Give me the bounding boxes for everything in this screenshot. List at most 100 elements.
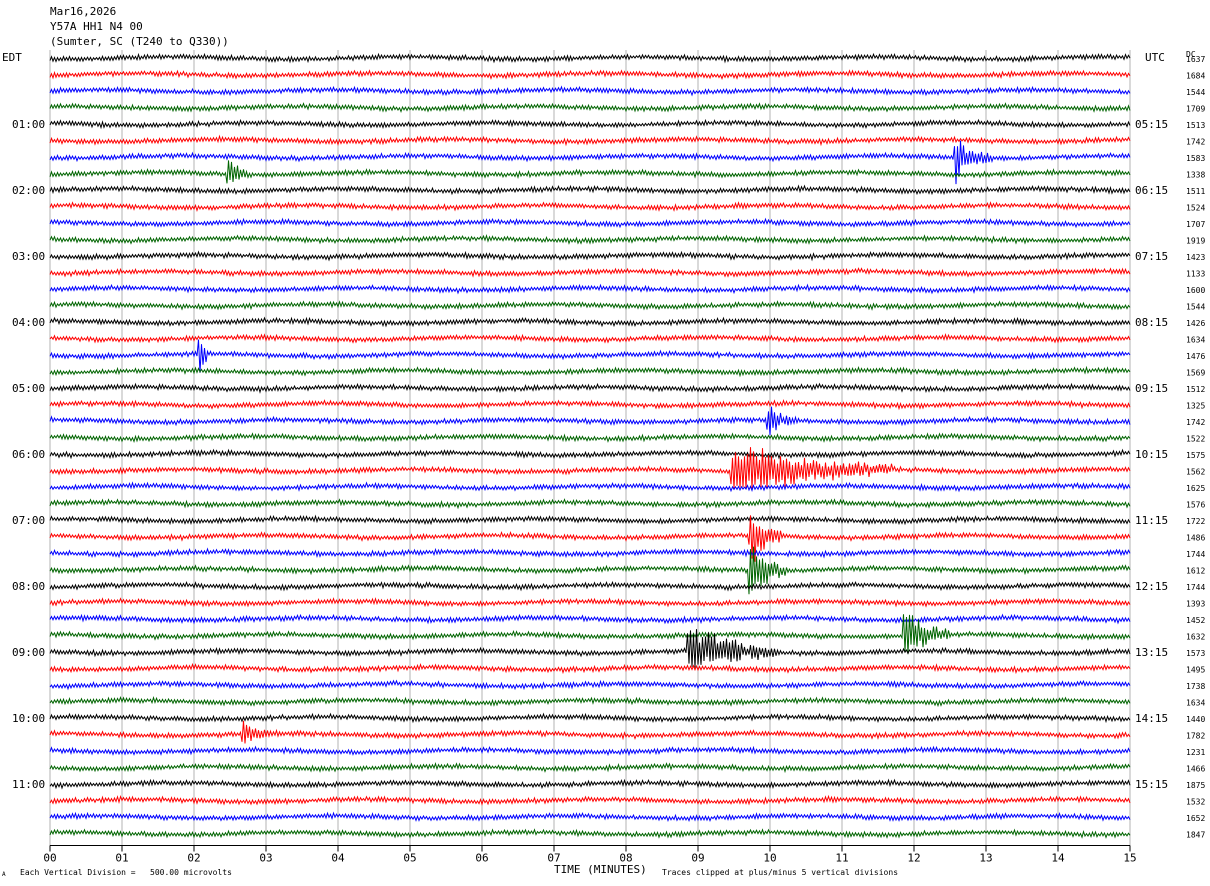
seismic-trace [49,333,1131,344]
x-tick-label: 14 [1051,852,1065,865]
dc-offset-label: 1583 [1186,154,1205,163]
dc-offset-label: 1452 [1186,616,1205,625]
right-hour-label: 15:15 [1135,778,1168,791]
scale-note: Each Vertical Division = 500.00 microvol… [20,868,232,877]
dc-offset-label: 1634 [1186,699,1205,708]
seismic-trace [49,613,1131,625]
seismic-trace [49,448,1131,460]
dc-offset-label: 1440 [1186,715,1205,724]
right-hour-label: 06:15 [1135,184,1168,197]
left-hour-label: 02:00 [12,184,45,197]
dc-offset-label: 1325 [1186,402,1205,411]
seismic-trace [49,629,1131,668]
seismic-trace [49,102,1131,113]
seismic-trace [49,300,1131,311]
left-hour-label: 11:00 [12,778,45,791]
dc-offset-label: 1742 [1186,418,1205,427]
seismic-trace [49,515,1131,562]
seismic-trace [49,580,1131,592]
seismic-trace [49,679,1131,691]
dc-offset-label: 1532 [1186,798,1205,807]
x-tick-label: 12 [907,852,920,865]
right-hour-label: 09:15 [1135,382,1168,395]
dc-offset-label: 1338 [1186,171,1205,180]
dc-offset-label: 1522 [1186,435,1205,444]
x-tick-label: 15 [1123,852,1136,865]
dc-offset-label: 1133 [1186,270,1205,279]
x-tick-label: 11 [835,852,848,865]
seismic-trace [49,234,1131,245]
corner-mark: A [2,871,6,878]
seismic-trace [49,250,1131,262]
seismic-trace [49,406,1131,436]
dc-column-label: DC [1186,50,1196,59]
seismic-trace [49,217,1131,229]
right-hour-label: 11:15 [1135,514,1168,527]
left-hour-label: 03:00 [12,250,45,263]
dc-offset-label: 1423 [1186,253,1205,262]
dc-offset-label: 1426 [1186,319,1205,328]
seismic-trace [49,184,1131,196]
seismic-trace [49,712,1131,724]
left-hour-label: 04:00 [12,316,45,329]
dc-offset-label: 1722 [1186,517,1205,526]
seismic-trace [49,398,1131,411]
x-tick-label: 03 [259,852,272,865]
seismic-trace [49,432,1131,444]
dc-offset-label: 1919 [1186,237,1205,246]
x-tick-label: 02 [187,852,200,865]
left-hour-label: 06:00 [12,448,45,461]
seismic-trace [49,614,1131,655]
dc-offset-label: 1782 [1186,732,1205,741]
seismic-trace [49,481,1131,493]
dc-offset-label: 1744 [1186,550,1205,559]
right-hour-label: 12:15 [1135,580,1168,593]
x-tick-label: 09 [691,852,704,865]
dc-offset-label: 1393 [1186,600,1205,609]
station-location: (Sumter, SC (T240 to Q330)) [50,35,229,48]
station-code: Y57A HH1 N4 00 [50,20,143,33]
right-hour-label: 07:15 [1135,250,1168,263]
seismic-trace [49,316,1131,328]
seismic-trace [49,597,1131,608]
dc-offset-label: 1652 [1186,814,1205,823]
seismic-trace [49,201,1131,213]
dc-offset-label: 1231 [1186,748,1205,757]
seismic-trace [49,365,1131,378]
x-tick-label: 05 [403,852,416,865]
x-tick-label: 08 [619,852,632,865]
dc-offset-label: 1625 [1186,484,1205,493]
dc-offset-label: 1709 [1186,105,1205,114]
seismic-trace [49,696,1131,708]
dc-offset-label: 1544 [1186,88,1205,97]
right-hour-label: 10:15 [1135,448,1168,461]
seismic-trace [49,140,1131,185]
x-tick-label: 00 [43,852,56,865]
seismic-trace [49,69,1131,81]
left-hour-label: 10:00 [12,712,45,725]
seismic-trace [49,794,1131,806]
right-hour-label: 13:15 [1135,646,1168,659]
dc-offset-label: 1875 [1186,781,1205,790]
x-tick-label: 07 [547,852,560,865]
seismic-trace [49,662,1131,675]
dc-offset-label: 1707 [1186,220,1205,229]
seismic-trace [49,811,1131,822]
seismic-trace [49,134,1131,147]
x-tick-label: 04 [331,852,345,865]
dc-offset-label: 1612 [1186,567,1205,576]
right-hour-label: 08:15 [1135,316,1168,329]
left-timezone-label: EDT [2,51,22,64]
dc-offset-label: 1632 [1186,633,1205,642]
seismic-trace [49,546,1131,595]
dc-offset-label: 1742 [1186,138,1205,147]
seismic-trace [49,498,1131,510]
dc-offset-label: 1847 [1186,831,1205,840]
seismic-trace [49,762,1131,774]
clip-note: Traces clipped at plus/minus 5 vertical … [662,868,899,877]
dc-offset-label: 1576 [1186,501,1205,510]
x-axis-title: TIME (MINUTES) [554,863,647,876]
dc-offset-label: 1684 [1186,72,1205,81]
seismic-trace [49,85,1131,97]
